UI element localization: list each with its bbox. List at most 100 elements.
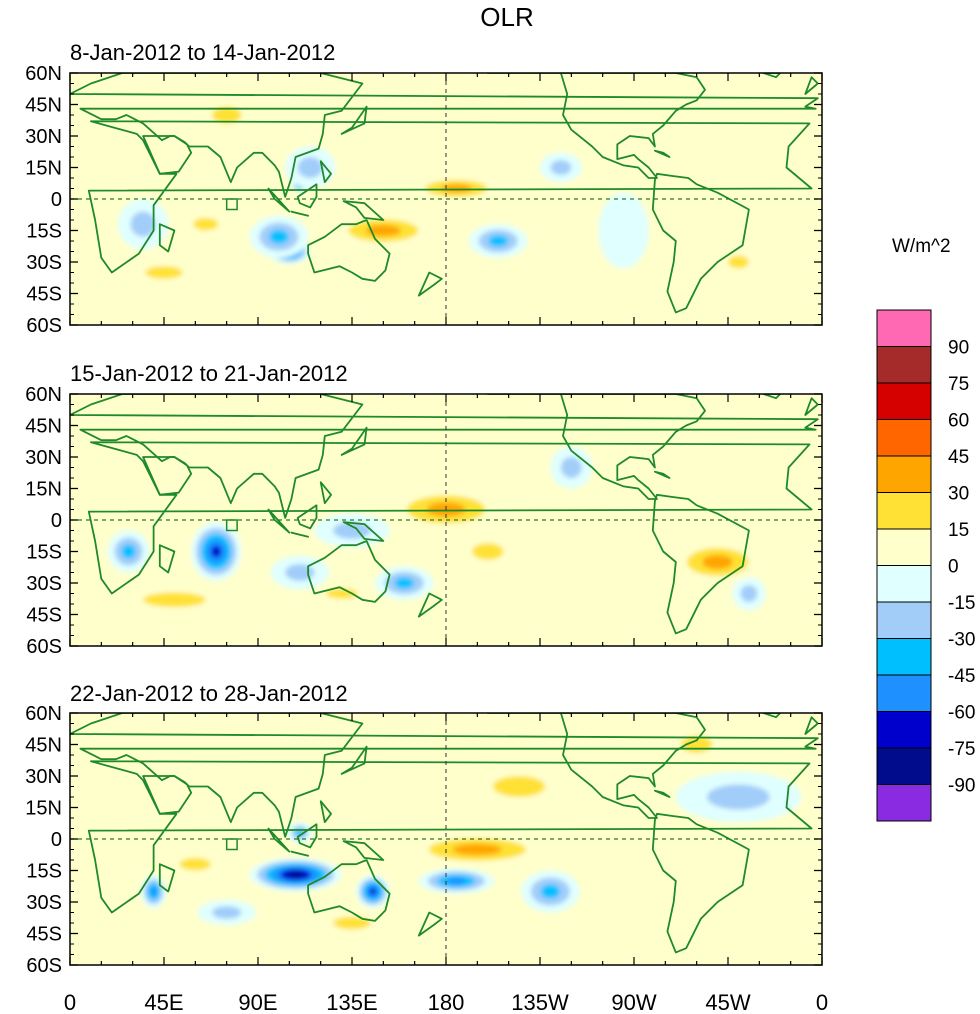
olr-anomaly — [269, 229, 289, 244]
olr-anomaly — [287, 822, 313, 844]
olr-anomaly — [121, 544, 136, 559]
coastline — [87, 120, 813, 274]
lat-tick-label: 0 — [51, 510, 62, 532]
coastline — [158, 863, 176, 893]
olr-anomaly — [294, 175, 305, 189]
olr-anomaly — [325, 588, 358, 599]
lat-tick-label: 60N — [25, 384, 62, 406]
coastline — [142, 135, 193, 175]
lon-tick-label: 45W — [705, 990, 750, 1014]
coastline — [340, 745, 368, 775]
olr-anomaly — [333, 522, 371, 539]
olr-anomaly — [418, 868, 494, 894]
coastline — [651, 172, 750, 314]
coastline — [342, 521, 385, 542]
olr-anomaly — [717, 249, 760, 275]
colorbar-tick-label: 45 — [948, 447, 969, 468]
coastline — [651, 812, 750, 954]
olr-anomaly — [426, 502, 466, 517]
lat-tick-label: 0 — [51, 189, 62, 211]
coastline — [319, 800, 332, 824]
olr-anomaly — [732, 576, 766, 611]
coastline — [319, 481, 332, 505]
coastline — [804, 716, 819, 735]
olr-anomaly — [201, 533, 232, 570]
olr-anomaly — [193, 217, 219, 231]
lat-tick-label: 30N — [25, 766, 62, 788]
olr-anomaly — [310, 583, 373, 604]
coastline — [296, 504, 318, 530]
coastline — [267, 827, 291, 853]
olr-anomaly — [447, 877, 466, 885]
olr-anomaly — [280, 869, 311, 881]
colorbar-tick-label: 90 — [948, 338, 969, 359]
lat-tick-label: 15N — [25, 158, 62, 180]
colorbar-swatch — [876, 455, 932, 493]
colorbar-swatch — [876, 346, 932, 384]
coastline — [87, 760, 813, 914]
lat-tick-label: 15N — [25, 798, 62, 820]
coastline — [307, 540, 391, 603]
marker-box — [225, 838, 238, 851]
lon-tick-label: 90W — [611, 990, 656, 1014]
lat-tick-label: 15S — [26, 221, 62, 243]
colorbar-swatch — [876, 382, 932, 420]
olr-anomaly — [492, 776, 546, 797]
olr-anomaly — [259, 222, 299, 251]
colorbar-tick-label: -90 — [948, 776, 975, 797]
coastline — [342, 840, 385, 861]
olr-anomaly — [665, 727, 728, 762]
olr-anomaly — [314, 513, 390, 548]
coastline — [158, 544, 176, 574]
olr-anomaly — [141, 874, 167, 909]
olr-anomaly — [681, 736, 713, 753]
olr-anomaly — [348, 219, 419, 242]
coastline — [70, 73, 819, 198]
map-frame — [69, 72, 823, 326]
coastline — [762, 394, 782, 400]
lat-tick-label: 15S — [26, 542, 62, 564]
olr-anomaly — [206, 539, 227, 564]
olr-anomaly — [145, 266, 183, 279]
olr-anomaly — [410, 175, 503, 202]
olr-anomaly — [285, 249, 294, 254]
olr-anomaly — [197, 98, 256, 132]
olr-anomaly — [530, 877, 570, 906]
coastline — [70, 394, 819, 519]
olr-anomaly — [560, 457, 582, 478]
olr-anomaly — [362, 881, 383, 902]
lat-tick-label: 45N — [25, 735, 62, 757]
lat-tick-label: 30S — [26, 573, 62, 595]
olr-anomaly — [314, 910, 390, 936]
colorbar-tick-label: -75 — [948, 739, 975, 760]
olr-anomaly — [469, 224, 528, 258]
olr-anomaly — [456, 534, 520, 569]
olr-anomaly — [197, 899, 256, 926]
lat-tick-label: 45N — [25, 95, 62, 117]
olr-anomaly — [359, 878, 387, 905]
lat-tick-label: 60S — [26, 955, 62, 977]
lat-tick-label: 60N — [25, 63, 62, 85]
coastline — [342, 200, 385, 221]
olr-anomaly — [270, 555, 329, 590]
olr-anomaly — [280, 246, 298, 257]
colorbar-swatch — [876, 674, 932, 712]
olr-anomaly — [478, 229, 518, 253]
coastline — [290, 531, 309, 538]
lat-tick-label: 0 — [51, 829, 62, 851]
coastline — [654, 149, 671, 158]
olr-anomaly — [675, 771, 802, 823]
coastline — [417, 911, 443, 937]
olr-anomaly — [143, 592, 206, 608]
colorbar-tick-label: -30 — [948, 630, 975, 651]
olr-anomaly — [728, 255, 749, 269]
olr-anomaly — [365, 224, 401, 237]
olr-anomaly — [291, 171, 309, 193]
coastline — [267, 187, 291, 213]
olr-anomaly — [130, 211, 156, 237]
coastline — [654, 470, 671, 479]
colorbar-swatch — [876, 528, 932, 566]
